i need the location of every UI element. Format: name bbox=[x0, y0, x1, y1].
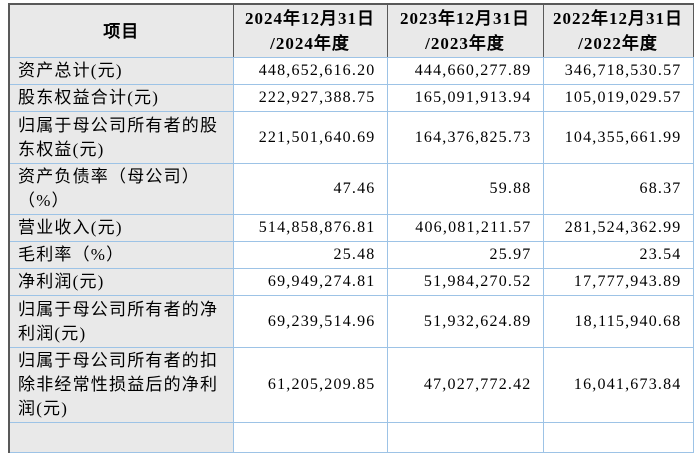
table-row: 归属于母公司所有者的净利润(元) 69,239,514.96 51,932,62… bbox=[8, 295, 694, 348]
value-cell: 221,501,640.69 bbox=[232, 111, 388, 164]
row-label bbox=[8, 422, 234, 453]
value-cell bbox=[542, 422, 694, 453]
value-cell: 514,858,876.81 bbox=[232, 214, 388, 242]
table-row-cutoff bbox=[8, 422, 694, 453]
value-cell: 47.46 bbox=[232, 163, 388, 215]
value-cell: 61,205,209.85 bbox=[232, 347, 388, 423]
table-row: 资产负债率（母公司）（%） 47.46 59.88 68.37 bbox=[8, 163, 694, 215]
table-row: 归属于母公司所有者的股东权益(元) 221,501,640.69 164,376… bbox=[8, 111, 694, 164]
value-cell: 281,524,362.99 bbox=[542, 214, 694, 242]
header-item-label: 项目 bbox=[103, 21, 140, 41]
row-label: 毛利率（%） bbox=[8, 241, 234, 269]
header-cell-item: 项目 bbox=[8, 3, 234, 58]
row-label: 股东权益合计(元) bbox=[8, 84, 234, 112]
table-row: 净利润(元) 69,949,274.81 51,984,270.52 17,77… bbox=[8, 268, 694, 296]
value-cell: 222,927,388.75 bbox=[232, 84, 388, 112]
table-row: 营业收入(元) 514,858,876.81 406,081,211.57 28… bbox=[8, 214, 694, 242]
header-2023-date: 2023年12月31日 bbox=[400, 9, 530, 28]
financial-summary-table: 项目 2024年12月31日 /2024年度 2023年12月31日 /2023… bbox=[8, 3, 694, 453]
value-cell bbox=[232, 422, 388, 453]
value-cell: 51,932,624.89 bbox=[386, 295, 544, 348]
page: { "table": { "header": { "item": "项目", "… bbox=[8, 3, 694, 453]
value-cell: 59.88 bbox=[386, 163, 544, 215]
header-2022-date: 2022年12月31日 bbox=[553, 9, 683, 28]
value-cell: 164,376,825.73 bbox=[386, 111, 544, 164]
value-cell: 23.54 bbox=[542, 241, 694, 269]
row-label: 归属于母公司所有者的扣除非经常性损益后的净利润(元) bbox=[8, 347, 234, 423]
value-cell: 18,115,940.68 bbox=[542, 295, 694, 348]
value-cell: 104,355,661.99 bbox=[542, 111, 694, 164]
value-cell: 16,041,673.84 bbox=[542, 347, 694, 423]
value-cell: 165,091,913.94 bbox=[386, 84, 544, 112]
table-row: 归属于母公司所有者的扣除非经常性损益后的净利润(元) 61,205,209.85… bbox=[8, 347, 694, 423]
row-label: 归属于母公司所有者的净利润(元) bbox=[8, 295, 234, 348]
row-label: 净利润(元) bbox=[8, 268, 234, 296]
table-row: 资产总计(元) 448,652,616.20 444,660,277.89 34… bbox=[8, 57, 694, 85]
row-label: 资产总计(元) bbox=[8, 57, 234, 85]
value-cell: 25.48 bbox=[232, 241, 388, 269]
value-cell: 105,019,029.57 bbox=[542, 84, 694, 112]
value-cell: 444,660,277.89 bbox=[386, 57, 544, 85]
header-row: 项目 2024年12月31日 /2024年度 2023年12月31日 /2023… bbox=[8, 3, 694, 58]
value-cell: 47,027,772.42 bbox=[386, 347, 544, 423]
header-2023-period: /2023年度 bbox=[425, 34, 505, 53]
row-label: 营业收入(元) bbox=[8, 214, 234, 242]
value-cell: 406,081,211.57 bbox=[386, 214, 544, 242]
value-cell: 69,949,274.81 bbox=[232, 268, 388, 296]
value-cell: 69,239,514.96 bbox=[232, 295, 388, 348]
header-cell-2023: 2023年12月31日 /2023年度 bbox=[386, 3, 544, 58]
header-2024-period: /2024年度 bbox=[270, 34, 350, 53]
value-cell: 17,777,943.89 bbox=[542, 268, 694, 296]
value-cell: 448,652,616.20 bbox=[232, 57, 388, 85]
header-cell-2024: 2024年12月31日 /2024年度 bbox=[232, 3, 388, 58]
row-label: 归属于母公司所有者的股东权益(元) bbox=[8, 111, 234, 164]
row-label: 资产负债率（母公司）（%） bbox=[8, 163, 234, 215]
header-2024-date: 2024年12月31日 bbox=[245, 9, 375, 28]
table-row: 毛利率（%） 25.48 25.97 23.54 bbox=[8, 241, 694, 269]
value-cell: 346,718,530.57 bbox=[542, 57, 694, 85]
table-row: 股东权益合计(元) 222,927,388.75 165,091,913.94 … bbox=[8, 84, 694, 112]
header-2022-period: /2022年度 bbox=[578, 34, 658, 53]
header-cell-2022: 2022年12月31日 /2022年度 bbox=[542, 3, 694, 58]
value-cell: 25.97 bbox=[386, 241, 544, 269]
value-cell bbox=[386, 422, 544, 453]
value-cell: 51,984,270.52 bbox=[386, 268, 544, 296]
value-cell: 68.37 bbox=[542, 163, 694, 215]
